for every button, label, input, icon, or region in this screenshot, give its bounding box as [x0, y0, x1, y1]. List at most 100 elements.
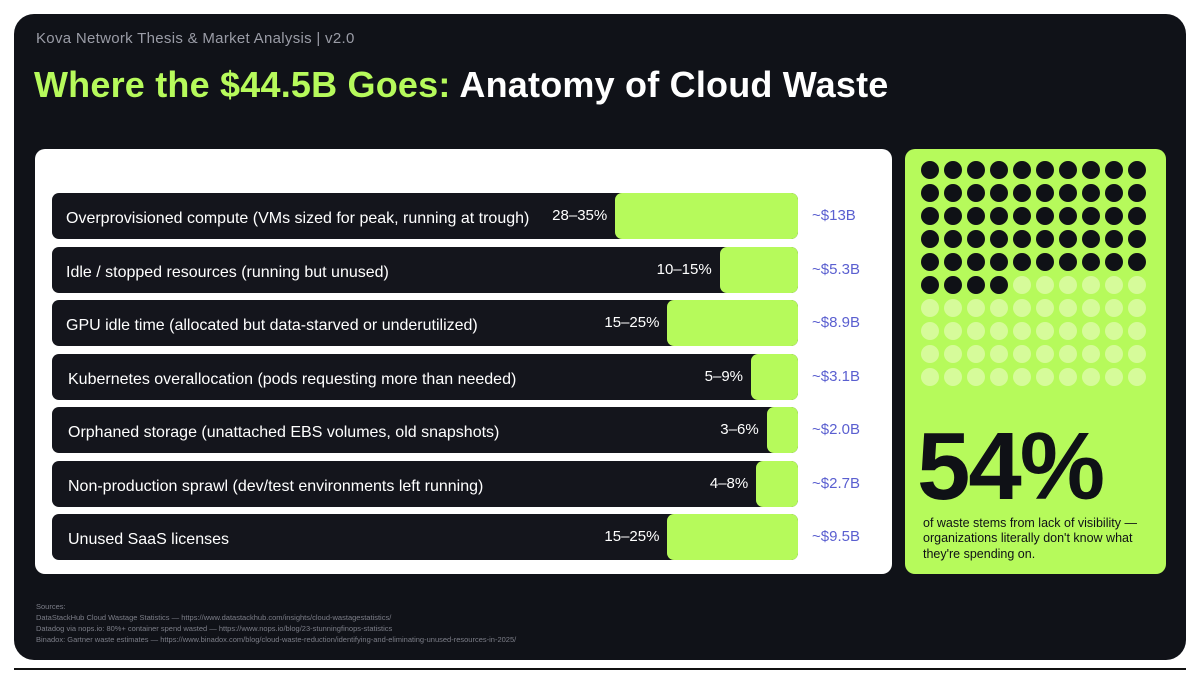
waffle-dot-filled: [921, 184, 939, 202]
waffle-dot-empty: [1013, 345, 1031, 363]
waffle-dot-filled: [1059, 230, 1077, 248]
bar-amount-label: ~$5.3B: [812, 260, 860, 278]
waffle-dot-filled: [1105, 207, 1123, 225]
waffle-dot-empty: [967, 368, 985, 386]
waffle-dot-empty: [1013, 368, 1031, 386]
waffle-dot-filled: [921, 207, 939, 225]
waffle-dot-filled: [944, 184, 962, 202]
waffle-dot-filled: [921, 161, 939, 179]
stat-value: 54%: [917, 413, 1105, 520]
waffle-dot-empty: [1105, 368, 1123, 386]
waffle-dot-filled: [967, 230, 985, 248]
sources-block: Sources: DataStackHub Cloud Wastage Stat…: [36, 601, 516, 645]
waffle-dot-filled: [1082, 207, 1100, 225]
waffle-dot-empty: [944, 345, 962, 363]
waffle-dot-filled: [1082, 230, 1100, 248]
bar-category-label: Orphaned storage (unattached EBS volumes…: [68, 424, 500, 441]
waffle-dot-filled: [1013, 161, 1031, 179]
waffle-dot-empty: [1059, 368, 1077, 386]
waffle-dot-empty: [1128, 345, 1146, 363]
bar-percent-label: 5–9%: [704, 367, 744, 385]
bar-row: Unused SaaS licenses 15–25% ~$9.5B: [52, 514, 860, 560]
waffle-dot-filled: [1059, 161, 1077, 179]
sources-heading: Sources:: [36, 602, 66, 611]
waffle-dot-empty: [967, 299, 985, 317]
waffle-dot-filled: [921, 253, 939, 271]
waffle-dot-empty: [1013, 299, 1031, 317]
waffle-dot-filled: [1036, 184, 1054, 202]
waffle-dot-filled: [967, 276, 985, 294]
bar-row: GPU idle time (allocated but data-starve…: [52, 300, 860, 346]
waffle-dot-filled: [944, 161, 962, 179]
waffle-dot-empty: [1128, 322, 1146, 340]
bar-percent-label: 4–8%: [709, 474, 749, 492]
waffle-dot-empty: [1105, 322, 1123, 340]
bar-percent-label: 28–35%: [552, 207, 608, 224]
waffle-dot-filled: [990, 161, 1008, 179]
bar-category-label: GPU idle time (allocated but data-starve…: [66, 317, 478, 334]
waffle-dot-filled: [944, 207, 962, 225]
waffle-dot-filled: [1036, 207, 1054, 225]
waffle-dot-filled: [990, 253, 1008, 271]
waffle-dot-empty: [921, 345, 939, 363]
waffle-dot-empty: [1128, 276, 1146, 294]
waffle-dot-empty: [944, 299, 962, 317]
waffle-dot-filled: [1128, 253, 1146, 271]
bar-row: Kubernetes overallocation (pods requesti…: [52, 353, 860, 400]
waste-bar-chart: Overprovisioned compute (VMs sized for p…: [35, 149, 892, 574]
source-line: Datadog via nops.io: 80%+ container spen…: [36, 624, 393, 633]
waffle-dot-empty: [1105, 299, 1123, 317]
waffle-dot-filled: [1082, 253, 1100, 271]
waffle-dot-empty: [921, 368, 939, 386]
waffle-dot-empty: [1059, 322, 1077, 340]
waffle-dot-empty: [1105, 276, 1123, 294]
bar-row: Orphaned storage (unattached EBS volumes…: [52, 407, 860, 453]
waffle-dot-empty: [944, 368, 962, 386]
title-main: Anatomy of Cloud Waste: [459, 64, 889, 105]
waffle-dot-empty: [967, 322, 985, 340]
bar-amount-label: ~$2.0B: [812, 421, 860, 438]
waffle-dot-empty: [990, 368, 1008, 386]
waffle-dot-filled: [1105, 230, 1123, 248]
waffle-dot-filled: [990, 276, 1008, 294]
bar-percent-label: 15–25%: [604, 314, 660, 331]
waffle-dot-filled: [1059, 184, 1077, 202]
waffle-dot-empty: [1082, 299, 1100, 317]
waffle-dot-filled: [944, 253, 962, 271]
waffle-dot-filled: [944, 276, 962, 294]
waffle-dot-filled: [1036, 161, 1054, 179]
waffle-dot-empty: [1128, 368, 1146, 386]
stat-caption: of waste stems from lack of visibility —…: [923, 516, 1137, 561]
waffle-dot-filled: [967, 207, 985, 225]
waffle-dot-filled: [967, 161, 985, 179]
bar-percent-label: 10–15%: [656, 260, 712, 278]
bar-category-label: Idle / stopped resources (running but un…: [66, 263, 389, 281]
bar-fill: [751, 353, 798, 400]
bar-amount-label: ~$3.1B: [812, 367, 860, 385]
bar-percent-label: 3–6%: [720, 421, 759, 438]
waffle-dot-filled: [1059, 207, 1077, 225]
waffle-dot-filled: [1036, 253, 1054, 271]
waffle-dot-empty: [1082, 276, 1100, 294]
waffle-dot-filled: [1128, 230, 1146, 248]
bar-fill: [667, 514, 798, 560]
bar-amount-label: ~$2.7B: [812, 474, 860, 492]
source-line: DataStackHub Cloud Wastage Statistics — …: [36, 613, 392, 622]
bar-category-label: Non-production sprawl (dev/test environm…: [68, 477, 484, 495]
page-title: Where the $44.5B Goes: Anatomy of Cloud …: [34, 64, 889, 106]
deck-subtitle: Kova Network Thesis & Market Analysis | …: [36, 30, 355, 47]
waffle-dot-filled: [1128, 161, 1146, 179]
waffle-dot-empty: [1128, 299, 1146, 317]
bottom-rule: [14, 668, 1186, 670]
bar-fill: [667, 300, 798, 346]
waffle-dot-empty: [1082, 368, 1100, 386]
waffle-dot-empty: [1036, 368, 1054, 386]
bar-fill: [719, 246, 798, 293]
bar-fill: [756, 460, 798, 507]
bar-track: [52, 353, 798, 400]
waffle-dot-empty: [1082, 345, 1100, 363]
waffle-dot-empty: [1013, 276, 1031, 294]
bar-track: [52, 407, 798, 453]
visibility-stat-card: 54% of waste stems from lack of visibili…: [905, 149, 1166, 574]
waffle-dot-filled: [1013, 184, 1031, 202]
